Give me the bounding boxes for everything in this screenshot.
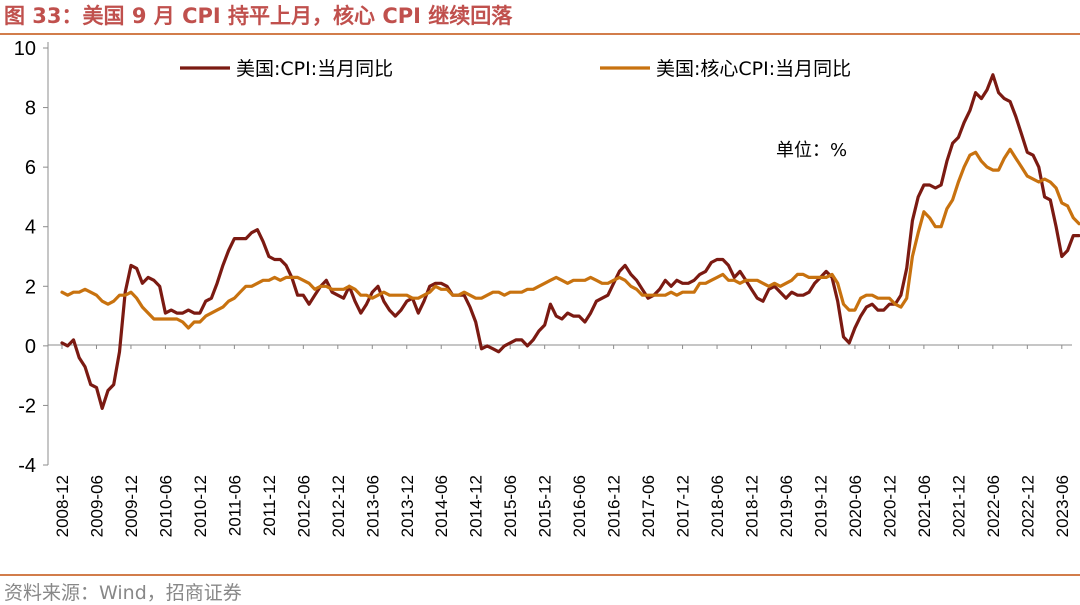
x-tick-label: 2013-06 <box>363 475 382 537</box>
x-tick-label: 2009-06 <box>87 475 106 537</box>
x-tick-label: 2022-06 <box>984 475 1003 537</box>
figure-title: 图 33：美国 9 月 CPI 持平上月，核心 CPI 继续回落 <box>4 4 513 28</box>
x-tick-label: 2018-12 <box>743 475 762 537</box>
x-tick-label: 2014-06 <box>432 475 451 537</box>
y-tick-label: 8 <box>25 98 36 120</box>
footer-rule <box>0 574 1080 576</box>
x-tick-label: 2019-12 <box>811 475 830 537</box>
x-tick-label: 2013-12 <box>398 475 417 537</box>
x-tick-label: 2011-06 <box>225 475 244 536</box>
line-chart: -4 -2 0 2 4 6 8 10 2008-12 2009-06 2009-12 2010-06 2… <box>14 38 1080 537</box>
x-tick-label: 2015-06 <box>501 475 520 537</box>
x-tick-label: 2022-12 <box>1018 475 1037 537</box>
y-tick-label: 10 <box>14 38 36 60</box>
x-tick-label: 2020-12 <box>880 475 899 537</box>
cpi-series-line <box>60 73 1080 410</box>
title-rule <box>0 33 1080 35</box>
x-tick-label: 2023-06 <box>1053 475 1072 537</box>
core-cpi-series-line <box>60 147 1080 330</box>
x-tick-label: 2015-12 <box>536 475 555 537</box>
legend-label: 美国:核心CPI:当月同比 <box>656 58 851 80</box>
x-tick-label: 2020-06 <box>846 475 865 537</box>
x-tick-label: 2016-06 <box>570 475 589 537</box>
y-tick-label: 2 <box>25 276 36 298</box>
x-tick-label: 2016-12 <box>605 475 624 537</box>
x-tick-label: 2008-12 <box>53 475 72 537</box>
x-tick-label: 2012-12 <box>329 475 348 537</box>
y-tick-label: 6 <box>25 157 36 179</box>
x-tick-label: 2018-06 <box>708 475 727 537</box>
legend-label: 美国:CPI:当月同比 <box>236 58 393 80</box>
source-note: 资料来源：Wind，招商证券 <box>4 582 242 604</box>
y-tick-label: -2 <box>18 395 36 417</box>
x-tick-label: 2019-06 <box>777 475 796 537</box>
x-tick-label: 2017-06 <box>639 475 658 537</box>
y-tick-label: 0 <box>25 336 36 358</box>
unit-label: 单位：% <box>776 140 847 161</box>
y-tick-label: -4 <box>18 455 36 477</box>
x-tick-label: 2010-12 <box>191 475 210 537</box>
x-tick-label: 2009-12 <box>122 475 141 537</box>
y-tick-label: 4 <box>25 217 36 239</box>
x-tick-label: 2017-12 <box>674 475 693 537</box>
x-tick-label: 2014-12 <box>467 475 486 537</box>
x-tick-label: 2021-12 <box>949 475 968 537</box>
x-tick-label: 2021-06 <box>915 475 934 537</box>
x-tick-label: 2012-06 <box>294 475 313 537</box>
x-tick-label: 2010-06 <box>156 475 175 537</box>
x-tick-label: 2011-12 <box>260 475 279 536</box>
